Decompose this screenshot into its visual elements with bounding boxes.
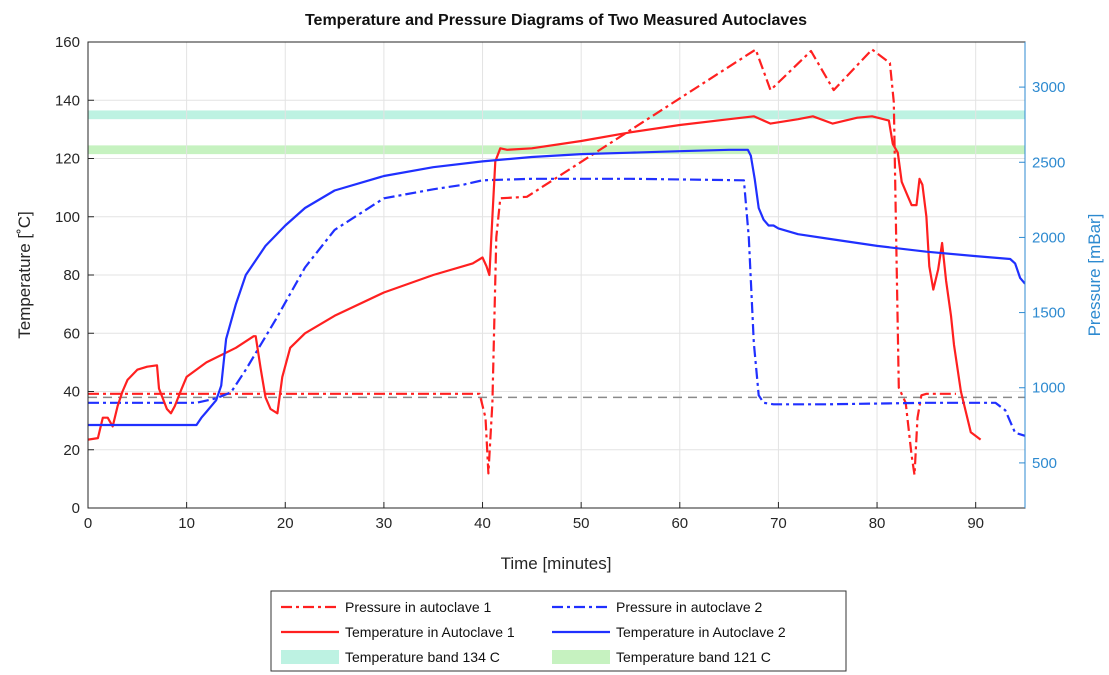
legend-swatch: [281, 650, 339, 664]
x-tick-label: 30: [376, 515, 393, 532]
legend-swatch: [552, 650, 610, 664]
legend-label: Temperature in Autoclave 2: [616, 624, 786, 640]
legend-item-pressure-in-autoclave-2: Pressure in autoclave 2: [552, 599, 763, 615]
legend-item-temperature-band-134-c: Temperature band 134 C: [281, 649, 500, 665]
series-temperature-in-autoclave-2: [88, 148, 1025, 427]
y-tick-label: 60: [63, 325, 80, 342]
x-tick-label: 90: [967, 515, 984, 532]
y-tick-label: 100: [55, 209, 80, 226]
x-tick-label: 70: [770, 515, 787, 532]
x-tick-label: 10: [178, 515, 195, 532]
y-right-tick-label: 2000: [1032, 229, 1065, 246]
x-tick-label: 80: [869, 515, 886, 532]
legend-label: Temperature band 121 C: [616, 649, 771, 665]
y-right-tick-label: 500: [1032, 455, 1057, 472]
x-axis-title: Time [minutes]: [501, 554, 612, 573]
band-temperature-band-121-c: [88, 145, 1025, 155]
y-tick-label: 120: [55, 151, 80, 168]
y-axis-title: Temperature [˚C]: [15, 211, 34, 339]
legend-item-pressure-in-autoclave-1: Pressure in autoclave 1: [281, 599, 492, 615]
y-tick-label: 0: [72, 500, 80, 517]
series-pressure-in-autoclave-2: [88, 177, 1025, 437]
y-right-tick-label: 1000: [1032, 380, 1065, 397]
legend: Pressure in autoclave 1 Pressure in autoc…: [270, 590, 847, 672]
y-tick-label: 80: [63, 267, 80, 284]
y-tick-label: 20: [63, 442, 80, 459]
x-tick-label: 20: [277, 515, 294, 532]
legend-label: Pressure in autoclave 2: [616, 599, 763, 615]
y-tick-label: 160: [55, 34, 80, 51]
legend-item-temperature-in-autoclave-1: Temperature in Autoclave 1: [281, 624, 515, 640]
legend-label: Temperature band 134 C: [345, 649, 500, 665]
y-right-tick-label: 2500: [1032, 154, 1065, 171]
band-temperature-band-134-c: [88, 110, 1025, 120]
x-tick-label: 40: [474, 515, 491, 532]
chart-title: Temperature and Pressure Diagrams of Two…: [305, 12, 807, 29]
series-temperature-in-autoclave-1: [88, 115, 982, 441]
y-tick-label: 140: [55, 92, 80, 109]
series-pressure-in-autoclave-1: [88, 48, 956, 476]
y-right-tick-label: 1500: [1032, 305, 1065, 322]
legend-label: Temperature in Autoclave 1: [345, 624, 515, 640]
y-axis-right-title: Pressure [mBar]: [1085, 214, 1104, 337]
legend-item-temperature-band-121-c: Temperature band 121 C: [552, 649, 771, 665]
legend-item-temperature-in-autoclave-2: Temperature in Autoclave 2: [552, 624, 786, 640]
x-tick-label: 0: [84, 515, 92, 532]
y-tick-label: 40: [63, 384, 80, 401]
legend-label: Pressure in autoclave 1: [345, 599, 492, 615]
x-tick-label: 60: [671, 515, 688, 532]
x-tick-label: 50: [573, 515, 590, 532]
y-right-tick-label: 3000: [1032, 79, 1065, 96]
